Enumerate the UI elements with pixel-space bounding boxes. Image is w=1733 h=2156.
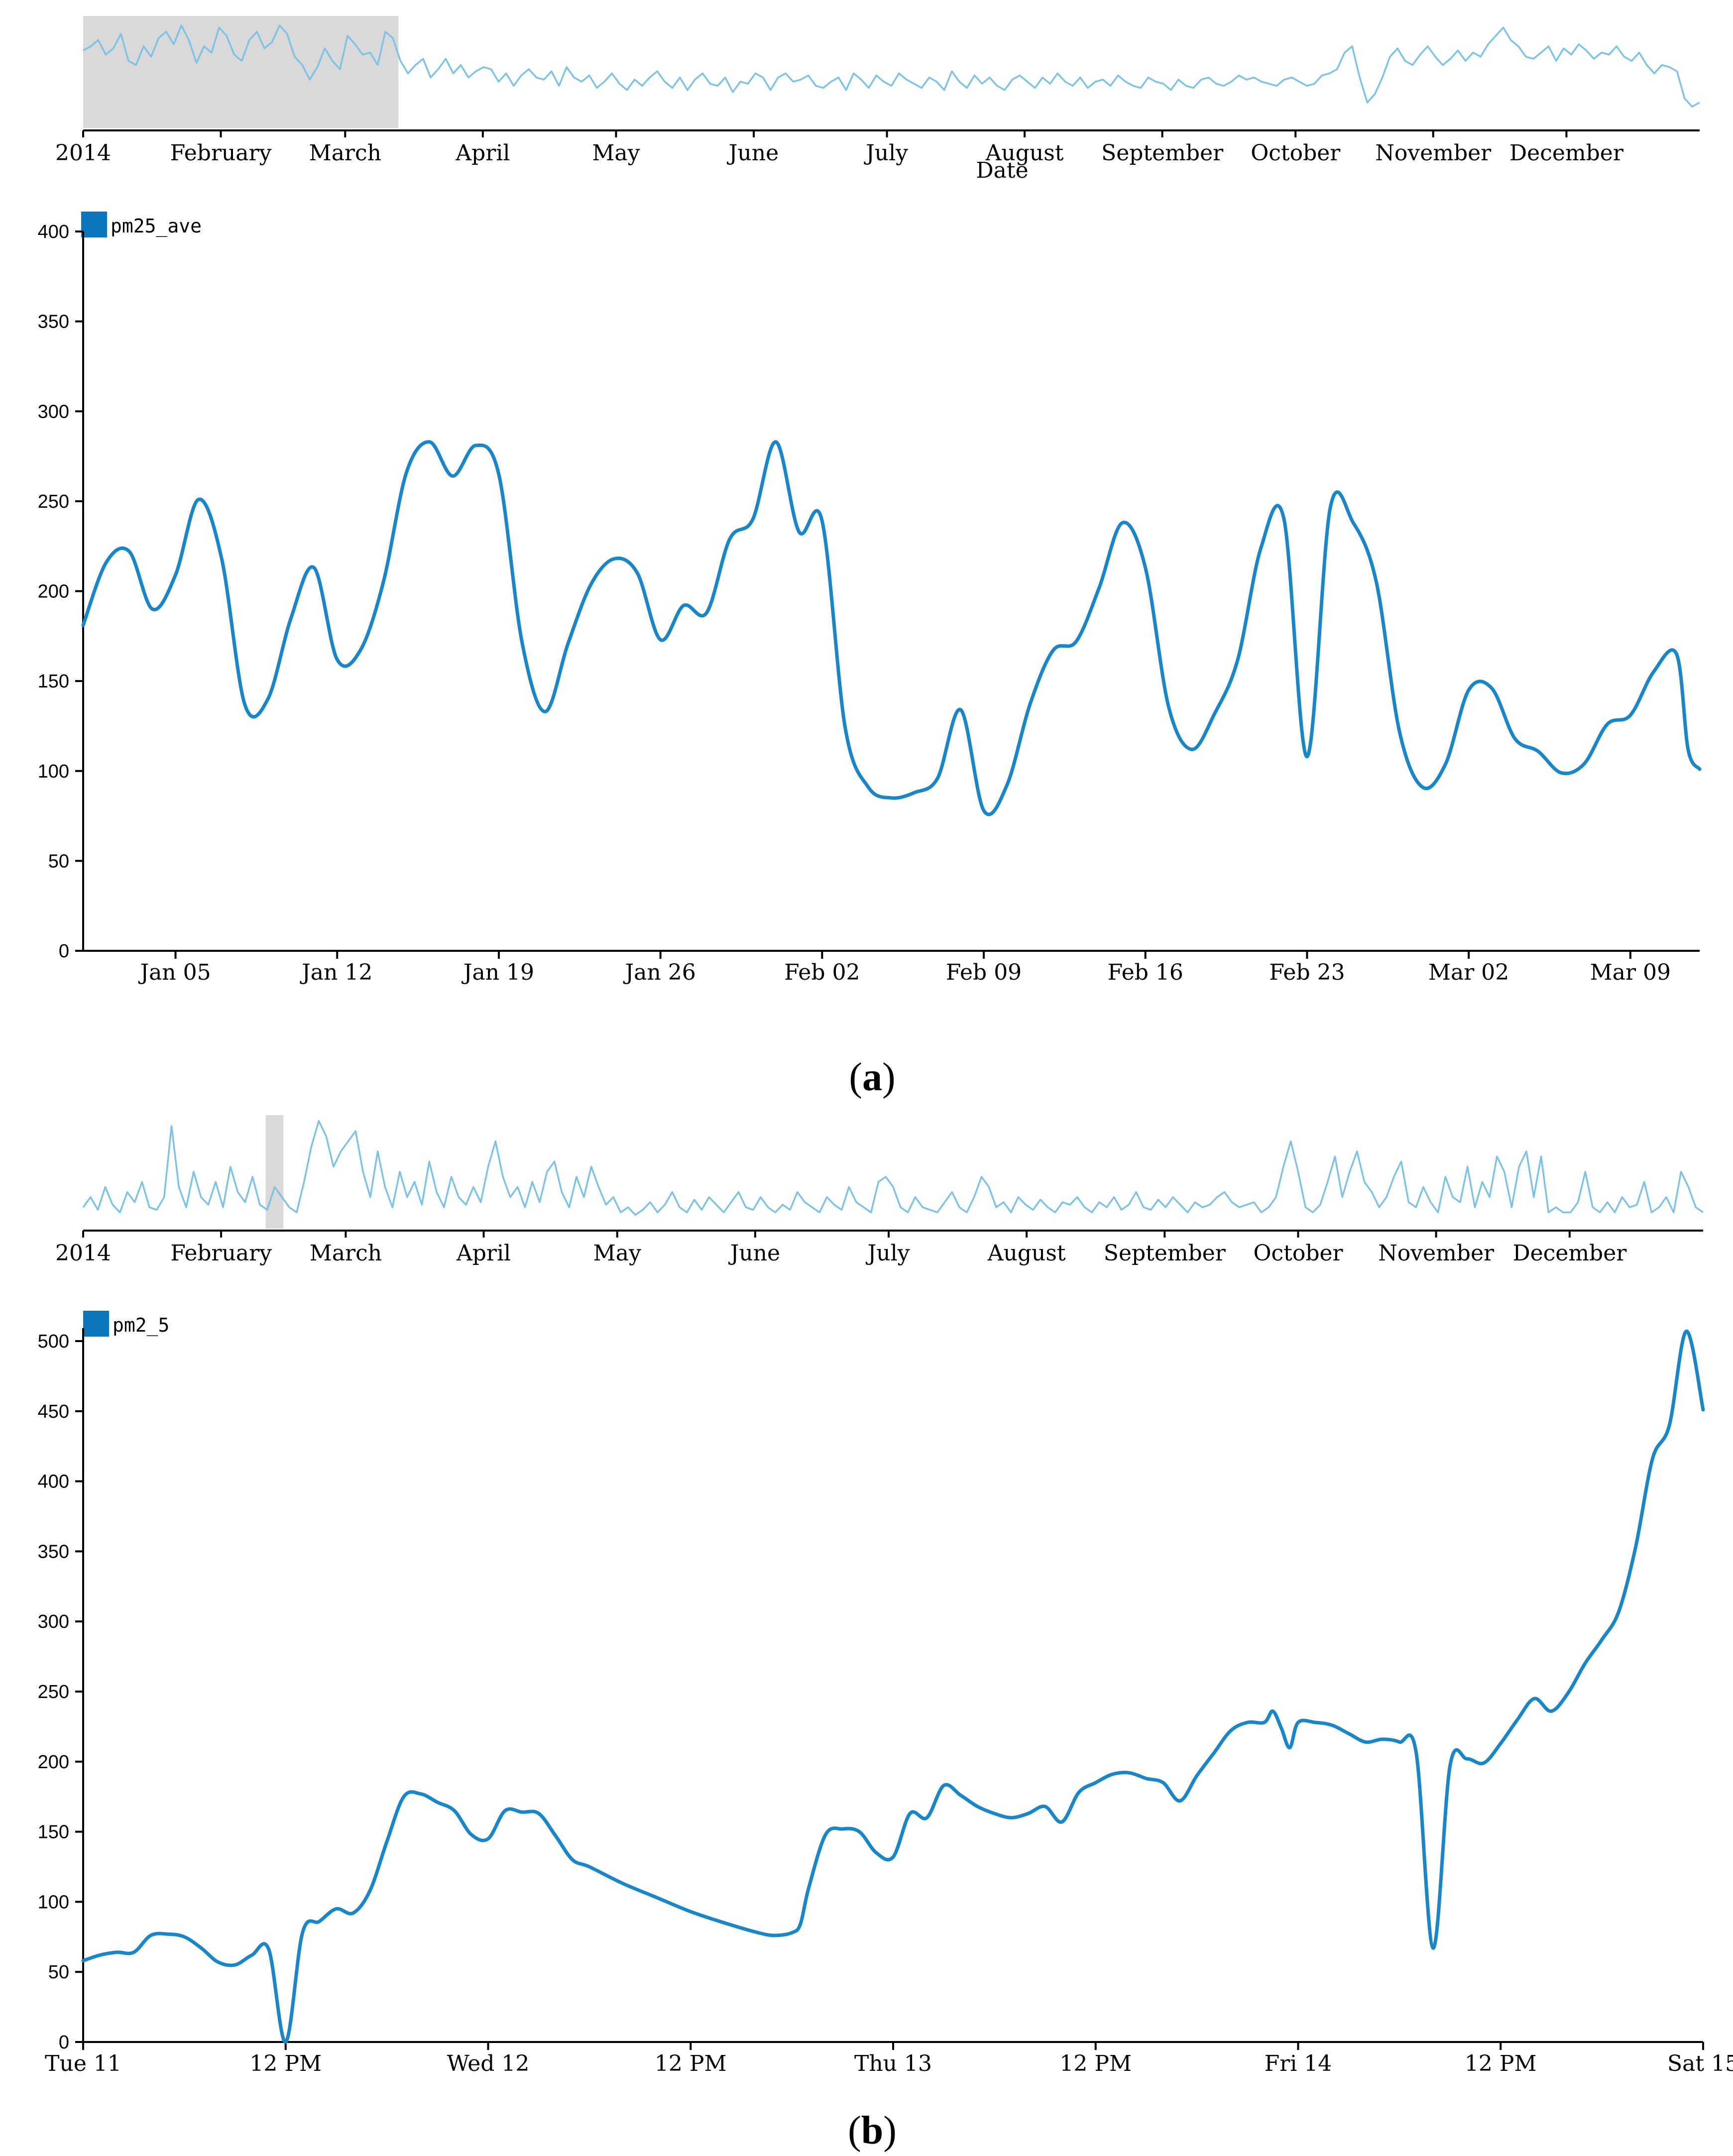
b-xtick-label-12-pm-3: 12 PM — [655, 2051, 727, 2076]
a-context-tick-label-september: September — [1101, 140, 1224, 166]
a-context-tick-label-october: October — [1251, 140, 1341, 166]
b-caption-close-paren: ) — [883, 2109, 897, 2153]
a-xtick-label-feb-09-5: Feb 09 — [946, 960, 1022, 985]
a-brush-selection[interactable] — [83, 16, 399, 128]
a-y-ticks: 0 50 100 150 200 250 300 350 400 — [38, 222, 83, 962]
b-caption: (b) — [848, 2109, 897, 2153]
b-caption-letter: b — [861, 2109, 884, 2153]
b-x-ticks: Tue 11 12 PM Wed 12 12 PM Thu 13 12 PM Fri 14 1… — [45, 2042, 1733, 2076]
b-context-tick-label-september: September — [1104, 1241, 1226, 1266]
a-ytick-label-150: 150 — [38, 671, 69, 692]
a-series-line-pm25_ave — [81, 440, 1702, 816]
a-xtick-label-jan-12-1: Jan 12 — [300, 960, 372, 985]
b-xtick-label-12-pm-1: 12 PM — [249, 2051, 322, 2076]
b-ytick-label-400: 400 — [38, 1472, 69, 1492]
a-legend-label: pm25_ave — [111, 215, 202, 237]
a-context-xlabel: Date — [976, 158, 1028, 183]
panel-b: 2014 February March April May June July August S… — [38, 1115, 1733, 2153]
a-context-tick-label-july: July — [864, 140, 908, 166]
b-context-series-line — [82, 1120, 1704, 1216]
b-ytick-label-350: 350 — [38, 1541, 69, 1562]
a-xtick-label-jan-19-2: Jan 19 — [462, 960, 534, 985]
a-xtick-label-mar-02-8: Mar 02 — [1428, 960, 1509, 985]
b-ytick-label-100: 100 — [38, 1892, 69, 1913]
a-context-tick-label-april: April — [455, 140, 510, 166]
b-xtick-label-12-pm-5: 12 PM — [1059, 2051, 1132, 2076]
a-context-tick-label-march: March — [309, 140, 381, 166]
b-context-tick-label-2014: 2014 — [55, 1241, 111, 1266]
b-y-ticks: 0 50 100 150 200 250 300 350 400 450 500 — [38, 1331, 83, 2053]
a-ytick-label-50: 50 — [48, 851, 69, 872]
b-context-tick-label-april: April — [456, 1241, 511, 1266]
b-ytick-label-300: 300 — [38, 1611, 69, 1632]
a-x-ticks: Jan 05 Jan 12 Jan 19 Jan 26 Feb 02 Feb 09 Feb … — [138, 951, 1671, 985]
a-xtick-label-jan-26-3: Jan 26 — [623, 960, 696, 985]
a-ytick-label-350: 350 — [38, 312, 69, 333]
b-xtick-label-wed-12-2: Wed 12 — [447, 2051, 530, 2076]
b-ytick-label-50: 50 — [48, 1962, 69, 1983]
b-xtick-label-fri-14-6: Fri 14 — [1265, 2051, 1332, 2076]
a-context-chart: 2014 February March April May June July August S… — [55, 16, 1700, 183]
a-context-tick-label-may: May — [592, 140, 640, 166]
b-ytick-label-150: 150 — [38, 1822, 69, 1843]
a-xtick-label-feb-23-7: Feb 23 — [1269, 960, 1345, 985]
a-caption: (a) — [849, 1055, 895, 1099]
b-caption-open-paren: ( — [848, 2109, 861, 2153]
b-xtick-label-thu-13-4: Thu 13 — [854, 2051, 932, 2076]
a-ytick-label-400: 400 — [38, 222, 69, 242]
a-xtick-label-feb-02-4: Feb 02 — [784, 960, 860, 985]
b-xtick-label-sat-15-8: Sat 15 — [1667, 2051, 1733, 2076]
b-context-tick-label-february: February — [170, 1241, 272, 1266]
b-context-tick-label-july: July — [866, 1241, 910, 1266]
a-main-chart: pm25_ave 0 50 100 150 200 250 300 350 400 Jan 05… — [38, 212, 1702, 985]
b-context-tick-label-august: August — [987, 1241, 1066, 1266]
a-context-tick-label-december: December — [1509, 140, 1624, 166]
b-ytick-label-200: 200 — [38, 1752, 69, 1773]
b-ytick-label-250: 250 — [38, 1682, 69, 1702]
a-xtick-label-jan-05-0: Jan 05 — [138, 960, 211, 985]
a-caption-close-paren: ) — [882, 1055, 896, 1099]
b-xtick-label-12-pm-7: 12 PM — [1465, 2051, 1537, 2076]
panel-a: 2014 February March April May June July August S… — [38, 16, 1702, 1099]
b-legend-swatch — [83, 1311, 109, 1337]
a-ytick-label-100: 100 — [38, 761, 69, 782]
b-context-tick-label-november: November — [1378, 1241, 1495, 1266]
a-ytick-label-0: 0 — [59, 941, 69, 962]
b-ytick-label-450: 450 — [38, 1401, 69, 1422]
b-context-tick-label-october: October — [1253, 1241, 1343, 1266]
b-context-tick-label-march: March — [310, 1241, 382, 1266]
b-main-chart: pm2_5 0 50 100 150 200 250 300 350 400 450 500 Tue… — [38, 1311, 1733, 2076]
a-context-x-ticks: 2014 February March April May June July August S… — [55, 130, 1624, 166]
b-series-line-pm2_5 — [81, 1329, 1705, 2044]
a-legend-swatch — [81, 212, 107, 237]
a-context-tick-label-2014: 2014 — [55, 140, 111, 166]
b-ytick-label-500: 500 — [38, 1331, 69, 1352]
b-xtick-label-tue-11-0: Tue 11 — [45, 2051, 121, 2076]
a-ytick-label-300: 300 — [38, 401, 69, 422]
a-ytick-label-200: 200 — [38, 581, 69, 602]
a-caption-open-paren: ( — [849, 1055, 862, 1099]
a-context-tick-label-february: February — [170, 140, 272, 166]
b-context-tick-label-may: May — [593, 1241, 641, 1266]
a-context-tick-label-june: June — [727, 140, 779, 166]
a-context-tick-label-august: August — [985, 140, 1064, 166]
b-context-tick-label-december: December — [1512, 1241, 1627, 1266]
a-caption-letter: a — [862, 1055, 882, 1099]
a-context-series-line — [83, 24, 1700, 108]
b-legend-label: pm2_5 — [113, 1314, 169, 1337]
a-xtick-label-mar-09-9: Mar 09 — [1590, 960, 1671, 985]
b-context-x-ticks: 2014 February March April May June July August S… — [55, 1231, 1627, 1266]
b-ytick-label-0: 0 — [59, 2032, 69, 2053]
b-brush-selection[interactable] — [265, 1115, 284, 1229]
b-context-tick-label-june: June — [728, 1241, 780, 1266]
a-ytick-label-250: 250 — [38, 491, 69, 512]
b-context-chart: 2014 February March April May June July August S… — [55, 1115, 1704, 1266]
a-context-tick-label-november: November — [1375, 140, 1492, 166]
a-xtick-label-feb-16-6: Feb 16 — [1108, 960, 1183, 985]
